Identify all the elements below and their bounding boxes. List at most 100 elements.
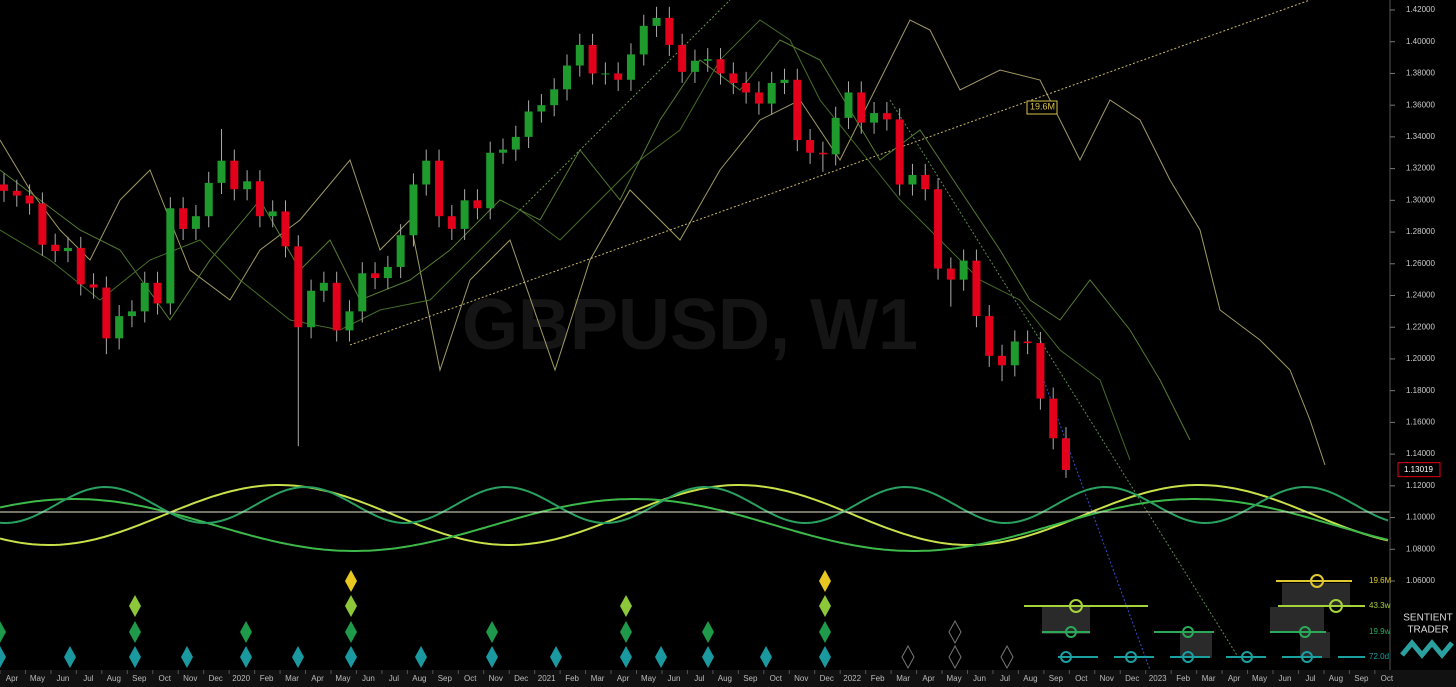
x-tick-label: Sep (438, 674, 453, 683)
candle-body (793, 79, 802, 141)
candle-body (191, 216, 200, 229)
candle-body (345, 311, 354, 331)
candle-body (882, 113, 891, 120)
candle-body (1049, 398, 1058, 439)
x-tick-label: Oct (159, 674, 172, 683)
trough-marker (129, 646, 141, 668)
logo-text: SENTIENT (1403, 613, 1452, 624)
candle-body (319, 282, 328, 291)
x-tick-label: Sep (1354, 674, 1369, 683)
trough-marker (0, 621, 6, 643)
candle-body (614, 73, 623, 80)
candle-body (153, 282, 162, 304)
last-price-label: 1.13019 (1404, 465, 1433, 474)
x-tick-label: Feb (871, 674, 885, 683)
candle-body (1010, 341, 1019, 366)
x-tick-label: Apr (1228, 674, 1241, 683)
trough-marker (240, 621, 252, 643)
y-axis-panel (1390, 0, 1456, 670)
x-tick-label: Aug (1023, 674, 1037, 683)
candle-body (255, 181, 264, 217)
y-tick-label: 1.36000 (1406, 100, 1435, 109)
candle-body (716, 59, 725, 74)
trough-marker (64, 646, 76, 668)
x-tick-label: Aug (718, 674, 732, 683)
trough-marker (948, 644, 962, 670)
cycle-node (1329, 599, 1343, 613)
candle-body (358, 273, 367, 312)
cycle-tag-label: 19.6M (1030, 101, 1055, 111)
candle-body (780, 79, 789, 83)
cycle-node (1299, 626, 1311, 638)
cycle-node (1060, 651, 1072, 663)
y-tick-label: 1.24000 (1406, 291, 1435, 300)
candle-body (703, 59, 712, 61)
candle-body (396, 235, 405, 267)
x-tick-label: Aug (412, 674, 426, 683)
cycle-wave (0, 498, 1389, 552)
y-tick-label: 1.40000 (1406, 37, 1435, 46)
x-tick-label: Oct (464, 674, 477, 683)
x-tick-label: Jun (973, 674, 986, 683)
y-tick-label: 1.12000 (1406, 481, 1435, 490)
candle-body (588, 44, 597, 74)
x-tick-label: 2023 (1149, 674, 1167, 683)
trend-line (889, 99, 1241, 661)
panel-box (1270, 607, 1324, 631)
candle-body (754, 92, 763, 104)
x-tick-label: Nov (1100, 674, 1114, 683)
candle-body (511, 136, 520, 150)
candle-body (729, 73, 738, 83)
candle-body (460, 200, 469, 229)
x-tick-label: Apr (922, 674, 935, 683)
x-tick-label: May (30, 674, 45, 683)
candle-body (652, 17, 661, 26)
x-tick-label: Mar (285, 674, 299, 683)
candle-body (12, 190, 21, 196)
candle-body (806, 140, 815, 153)
cycle-label: 19.6M (1369, 576, 1392, 585)
y-tick-label: 1.18000 (1406, 386, 1435, 395)
candle-body (550, 89, 559, 106)
candle-body (998, 355, 1007, 366)
trough-marker (129, 595, 141, 617)
trend-line (1039, 369, 1151, 671)
projection (0, 19, 1131, 461)
candle-body (140, 282, 149, 312)
x-tick-label: Dec (209, 674, 223, 683)
x-tick-label: Jul (389, 674, 399, 683)
y-tick-label: 1.14000 (1406, 449, 1435, 458)
candle-body (818, 152, 827, 155)
x-tick-label: Sep (132, 674, 147, 683)
candle-body (665, 17, 674, 45)
cycle-node (1182, 651, 1194, 663)
trough-marker (819, 595, 831, 617)
x-tick-label: Jul (1305, 674, 1315, 683)
trough-marker (819, 621, 831, 643)
trough-marker (620, 646, 632, 668)
last-price-box (1397, 462, 1441, 478)
candle-body (127, 311, 136, 317)
trough-marker (345, 646, 357, 668)
x-tick-label: Oct (770, 674, 783, 683)
trough-marker (702, 646, 714, 668)
trough-marker (292, 646, 304, 668)
x-tick-label: Jul (1000, 674, 1010, 683)
cycle-tag (1026, 100, 1058, 115)
cycle-node (1182, 626, 1194, 638)
x-tick-label: 2020 (232, 674, 250, 683)
x-tick-label: Jul (694, 674, 704, 683)
x-tick-label: 2022 (843, 674, 861, 683)
x-tick-label: Jun (362, 674, 375, 683)
candle-body (409, 184, 418, 236)
candle-body (537, 105, 546, 112)
candle-body (383, 266, 392, 279)
y-tick-label: 1.10000 (1406, 513, 1435, 522)
x-tick-label: Jun (1279, 674, 1292, 683)
x-tick-label: Sep (743, 674, 758, 683)
x-tick-label: Oct (1075, 674, 1088, 683)
x-tick-label: Jun (668, 674, 681, 683)
candle-body (767, 82, 776, 104)
trough-marker (620, 621, 632, 643)
